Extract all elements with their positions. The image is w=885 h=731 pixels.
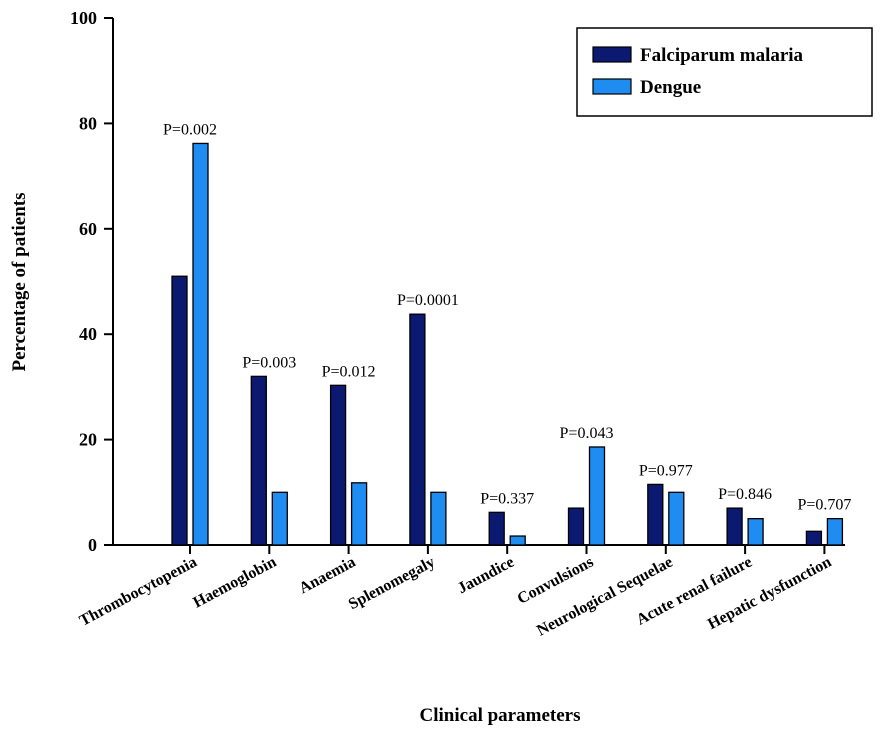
category-label: Jaundice [455,554,517,598]
bar-dengue [271,491,288,546]
bar-falciparum-malaria [171,275,188,546]
p-value-label: P=0.977 [639,462,693,479]
p-value-label: P=0.003 [242,354,296,371]
y-tick-label: 60 [79,219,97,239]
p-value-label: P=0.043 [560,425,614,442]
y-tick-label: 100 [70,8,97,28]
legend-label-falciparum-malaria: Falciparum malaria [640,45,804,66]
bar-falciparum-malaria [726,507,743,546]
p-value-label: P=0.012 [322,363,376,380]
bar-dengue [350,482,368,546]
category-label: Splenomegaly [346,554,438,614]
y-tick-label: 80 [79,113,97,133]
y-tick-label: 0 [88,535,97,555]
legend-box [576,27,873,117]
category-label: Haemoglobin [190,553,279,611]
bar-dengue [430,491,447,546]
bar-dengue [509,535,526,546]
p-value-label: P=0.707 [797,497,851,514]
bar-falciparum-malaria [488,511,505,546]
y-tick-label: 20 [79,430,97,450]
legend-label-dengue: Dengue [640,77,701,98]
y-tick-label: 40 [79,324,97,344]
category-label: Anaemia [296,554,358,598]
y-axis-title: Percentage of patients [9,192,30,371]
bar-dengue [668,491,685,546]
bar-dengue [192,142,209,546]
bar-falciparum-malaria [329,384,347,546]
legend-swatch-dengue [592,78,632,95]
bar-dengue [826,518,844,546]
p-value-label: P=0.002 [163,121,217,138]
bars [171,142,844,554]
category-label: Neurological Sequelae [534,554,676,640]
bar-falciparum-malaria [805,530,823,546]
axes: 0 20 40 60 80 100 [70,8,845,555]
x-axis-title: Clinical parameters [420,705,581,726]
p-value-label: P=0.0001 [397,292,459,309]
p-value-annotations: P=0.002 P=0.003 P=0.012 P=0.0001 P=0.337 P=0.… [163,121,851,513]
bar-falciparum-malaria [409,313,426,546]
bar-dengue [588,446,606,546]
legend: Falciparum malaria Dengue [576,27,873,117]
bar-dengue [747,518,764,546]
legend-swatch-falciparum-malaria [592,46,632,63]
p-value-label: P=0.846 [718,486,772,503]
y-axis-ticks: 0 20 40 60 80 100 [70,8,113,555]
bar-falciparum-malaria [647,483,664,546]
p-value-label: P=0.337 [480,490,534,507]
category-label: Thrombocytopenia [77,554,200,630]
bar-falciparum-malaria [567,507,585,546]
bar-falciparum-malaria [250,375,267,546]
